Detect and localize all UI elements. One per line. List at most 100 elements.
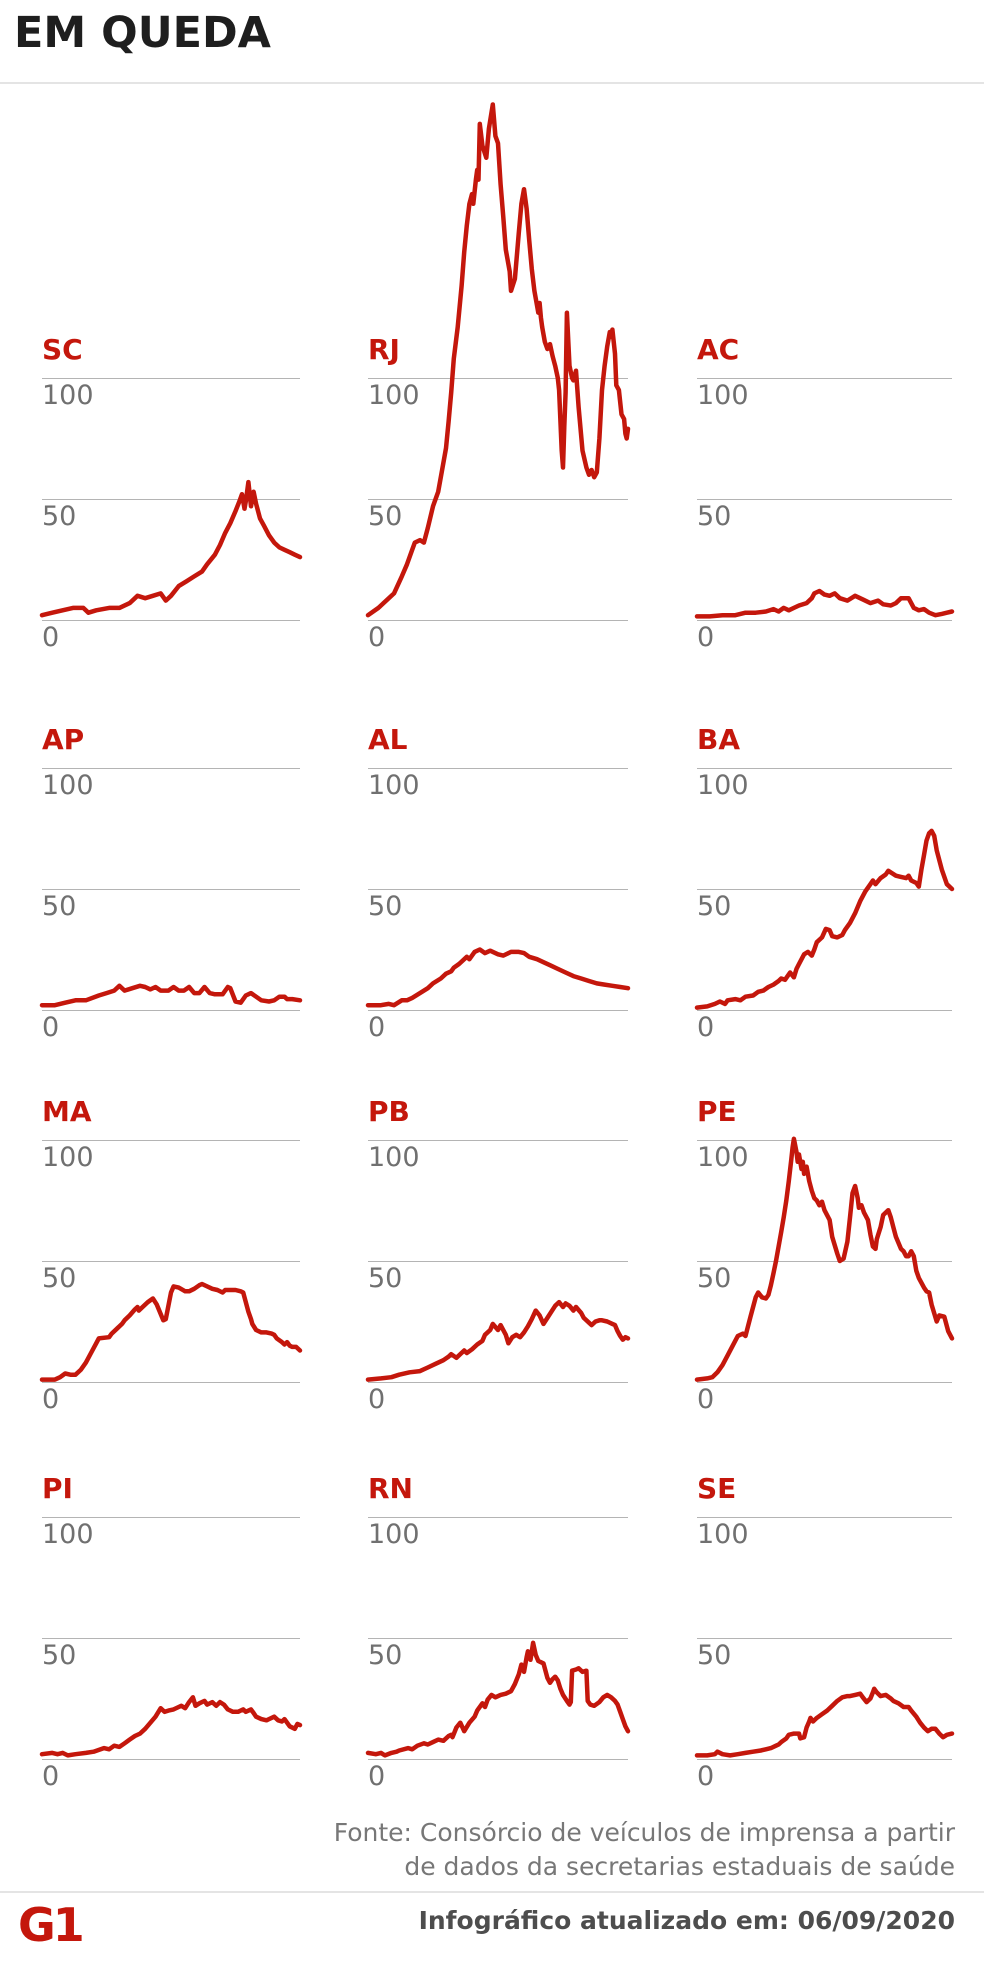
- state-label-pi: PI: [42, 1472, 73, 1505]
- tick-label-100: 100: [368, 1519, 420, 1550]
- tick-label-0: 0: [42, 1761, 60, 1792]
- tick-label-100: 100: [368, 380, 420, 411]
- gridline-100: [42, 1140, 300, 1141]
- line-series-ap: [39, 983, 303, 1008]
- gridline-50: [42, 1638, 300, 1639]
- gridline-100: [697, 1517, 952, 1518]
- tick-label-100: 100: [697, 380, 749, 411]
- gridline-50: [697, 1261, 952, 1262]
- tick-label-50: 50: [697, 891, 732, 922]
- state-label-sc: SC: [42, 333, 83, 366]
- chart-sc: SC 100 50 0: [39, 333, 303, 660]
- chart-ba: BA 100 50 0: [694, 723, 955, 1050]
- gridline-0: [42, 1759, 300, 1760]
- tick-label-50: 50: [368, 1640, 403, 1671]
- gridline-50: [697, 1638, 952, 1639]
- tick-label-50: 50: [368, 1263, 403, 1294]
- tick-label-0: 0: [368, 1761, 386, 1792]
- chart-rn: RN 100 50 0: [365, 1472, 631, 1799]
- tick-label-0: 0: [368, 1384, 386, 1415]
- tick-label-50: 50: [697, 1263, 732, 1294]
- updated-timestamp: Infográfico atualizado em: 06/09/2020: [418, 1906, 955, 1935]
- gridline-100: [42, 378, 300, 379]
- state-label-pb: PB: [368, 1095, 410, 1128]
- state-label-ma: MA: [42, 1095, 92, 1128]
- chart-ac: AC 100 50 0: [694, 333, 955, 660]
- gridline-0: [368, 620, 628, 621]
- chart-pb: PB 100 50 0: [365, 1095, 631, 1422]
- tick-label-0: 0: [697, 1761, 715, 1792]
- gridline-50: [42, 1261, 300, 1262]
- gridline-50: [42, 499, 300, 500]
- tick-label-100: 100: [42, 1519, 94, 1550]
- tick-label-0: 0: [42, 1012, 60, 1043]
- chart-pi: PI 100 50 0: [39, 1472, 303, 1799]
- tick-label-100: 100: [697, 770, 749, 801]
- tick-label-100: 100: [42, 380, 94, 411]
- gridline-100: [42, 768, 300, 769]
- gridline-0: [368, 1010, 628, 1011]
- gridline-50: [697, 499, 952, 500]
- gridline-100: [42, 1517, 300, 1518]
- gridline-100: [697, 378, 952, 379]
- gridline-0: [697, 1382, 952, 1383]
- gridline-0: [42, 620, 300, 621]
- tick-label-50: 50: [368, 501, 403, 532]
- line-series-sc: [39, 479, 303, 618]
- line-series-ba: [694, 828, 955, 1010]
- chart-ma: MA 100 50 0: [39, 1095, 303, 1422]
- gridline-100: [368, 1140, 628, 1141]
- source-line-2: de dados da secretarias estaduais de saú…: [404, 1852, 955, 1881]
- gridline-50: [368, 889, 628, 890]
- gridline-50: [42, 889, 300, 890]
- footer-divider: [0, 1891, 984, 1893]
- tick-label-100: 100: [42, 1142, 94, 1173]
- tick-label-0: 0: [42, 622, 60, 653]
- gridline-100: [697, 768, 952, 769]
- gridline-50: [368, 499, 628, 500]
- tick-label-50: 50: [42, 1640, 77, 1671]
- gridline-50: [368, 1638, 628, 1639]
- line-series-rn: [365, 1640, 631, 1758]
- chart-al: AL 100 50 0: [365, 723, 631, 1050]
- state-label-se: SE: [697, 1472, 737, 1505]
- tick-label-0: 0: [368, 1012, 386, 1043]
- state-label-rj: RJ: [368, 333, 400, 366]
- chart-pe: PE 100 50 0: [694, 1095, 955, 1422]
- tick-label-50: 50: [368, 891, 403, 922]
- tick-label-0: 0: [697, 622, 715, 653]
- state-label-ac: AC: [697, 333, 740, 366]
- gridline-100: [697, 1140, 952, 1141]
- tick-label-0: 0: [697, 1384, 715, 1415]
- state-label-ap: AP: [42, 723, 85, 756]
- tick-label-100: 100: [368, 1142, 420, 1173]
- state-label-al: AL: [368, 723, 408, 756]
- state-label-pe: PE: [697, 1095, 737, 1128]
- gridline-0: [42, 1010, 300, 1011]
- line-series-pi: [39, 1695, 303, 1758]
- tick-label-100: 100: [697, 1142, 749, 1173]
- page-title: EM QUEDA: [14, 8, 271, 58]
- line-series-al: [365, 947, 631, 1008]
- chart-rj: RJ 100 50 0: [365, 102, 631, 660]
- gridline-0: [697, 620, 952, 621]
- title-divider: [0, 82, 984, 84]
- line-series-se: [694, 1686, 955, 1758]
- tick-label-0: 0: [42, 1384, 60, 1415]
- gridline-100: [368, 768, 628, 769]
- gridline-0: [42, 1382, 300, 1383]
- state-label-ba: BA: [697, 723, 741, 756]
- state-label-rn: RN: [368, 1472, 413, 1505]
- line-series-rj: [365, 102, 631, 618]
- tick-label-100: 100: [368, 770, 420, 801]
- line-series-pb: [365, 1299, 631, 1382]
- source-credit: Fonte: Consórcio de veículos de imprensa…: [315, 1816, 955, 1884]
- chart-ap: AP 100 50 0: [39, 723, 303, 1050]
- tick-label-0: 0: [697, 1012, 715, 1043]
- g1-logo: G1: [18, 1898, 85, 1952]
- gridline-0: [368, 1382, 628, 1383]
- gridline-0: [697, 1010, 952, 1011]
- tick-label-100: 100: [697, 1519, 749, 1550]
- gridline-100: [368, 378, 628, 379]
